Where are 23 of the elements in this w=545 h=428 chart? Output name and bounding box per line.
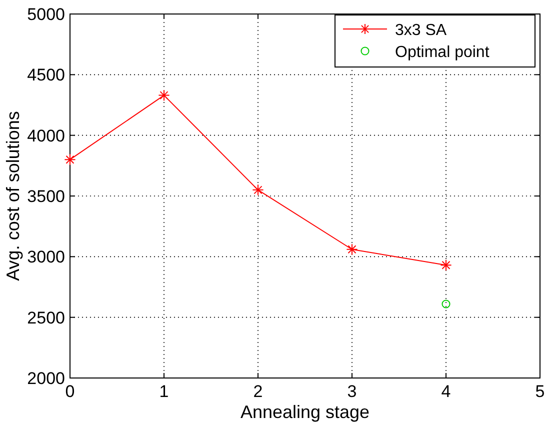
point	[252, 184, 264, 196]
y-axis-title: Avg. cost of solutions	[3, 111, 23, 281]
point	[346, 244, 358, 256]
legend-label: Optimal point	[395, 44, 490, 61]
x-tick-label: 0	[65, 382, 75, 401]
point	[442, 300, 450, 308]
y-tick-label: 3500	[27, 187, 65, 206]
y-tick-label: 2000	[27, 369, 65, 388]
legend-label: 3x3 SA	[395, 22, 447, 39]
y-tick-label: 4000	[27, 126, 65, 146]
x-tick-label: 2	[253, 382, 263, 401]
x-axis-title: Annealing stage	[240, 402, 370, 422]
y-tick-label: 3000	[27, 248, 65, 267]
y-tick-label: 5000	[27, 5, 65, 24]
x-tick-label: 4	[441, 382, 451, 401]
y-tick-label: 2500	[27, 308, 65, 328]
y-tick-label: 4500	[27, 66, 65, 85]
point	[64, 154, 76, 166]
point	[440, 259, 452, 271]
x-tick-label: 3	[347, 382, 357, 401]
x-tick-label: 5	[535, 382, 545, 401]
point	[158, 89, 170, 102]
x-tick-label: 1	[159, 382, 169, 401]
